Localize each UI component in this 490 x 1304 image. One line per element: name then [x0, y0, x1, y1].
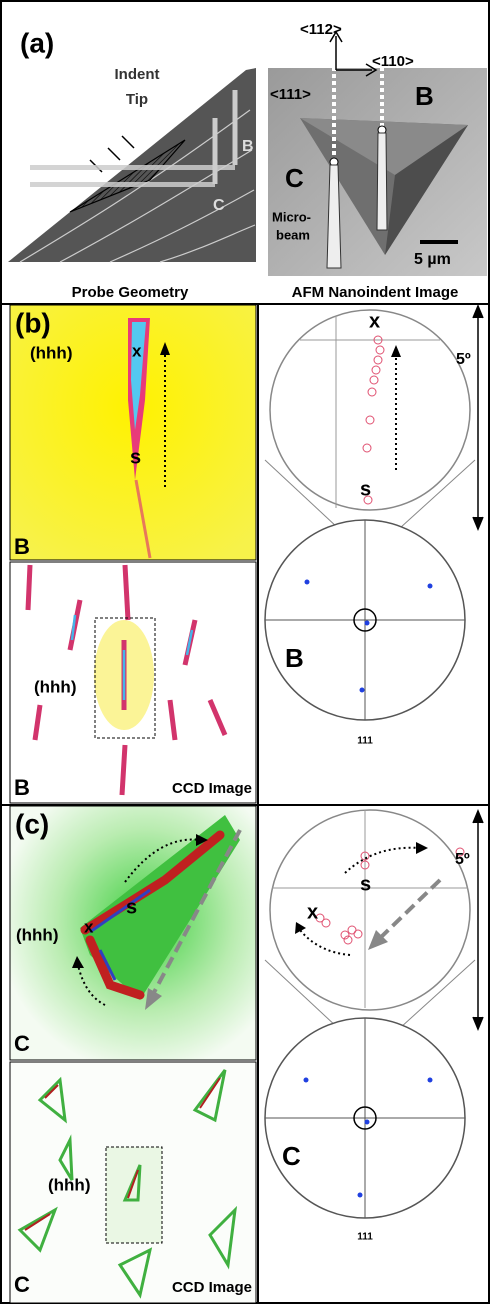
- peak-label: (hhh): [34, 677, 76, 696]
- microbeam-label: Micro-: [272, 209, 311, 224]
- ccd-image-shape: [106, 1147, 162, 1243]
- scale-label: 5 µm: [414, 251, 451, 268]
- caption: CCD Image: [172, 780, 252, 797]
- position-label: C: [282, 1141, 301, 1171]
- afm-image-shape: [327, 165, 341, 268]
- start-marker: x: [132, 341, 142, 360]
- ccd-image: [10, 1062, 256, 1303]
- direction-label: <111>: [270, 86, 311, 103]
- stereo-projection-shape: [358, 1193, 363, 1198]
- start-marker: x: [369, 310, 380, 332]
- probe-geometry-shape: [30, 165, 235, 170]
- stereo-projection-shape: [428, 1078, 433, 1083]
- stereo-projection: [265, 1018, 465, 1218]
- end-marker: s: [130, 446, 141, 468]
- indent-label: Indent: [115, 66, 160, 83]
- stereo-projection-shape: [365, 621, 370, 626]
- angle-label: 5º: [456, 351, 471, 368]
- position-label: B: [14, 534, 30, 559]
- tip-label: Tip: [126, 91, 148, 108]
- caption: AFM Nanoindent Image: [292, 284, 459, 301]
- peak-label: (hhh): [30, 343, 72, 362]
- figure: (a) Indent Tip B C Probe Geometry <112> …: [0, 0, 490, 1304]
- end-marker: s: [360, 873, 371, 895]
- end-marker: s: [360, 478, 371, 500]
- stereo-projection-shape: [428, 584, 433, 589]
- microbeam-label: beam: [276, 227, 310, 242]
- region-label: B: [415, 81, 434, 111]
- start-marker: x: [307, 901, 318, 923]
- peak-label: (hhh): [16, 925, 58, 944]
- stereo-projection-shape: [305, 580, 310, 585]
- stereo-projection-shape: [365, 1120, 370, 1125]
- panel-label: (a): [20, 27, 54, 58]
- beam-label: C: [213, 197, 225, 214]
- panel-label: (c): [15, 808, 49, 839]
- stereo-zoom-shape: [270, 810, 470, 1010]
- direction-label: <112>: [300, 21, 342, 38]
- region-label: C: [285, 163, 304, 193]
- panel-label: (b): [15, 307, 51, 338]
- caption: CCD Image: [172, 1279, 252, 1296]
- pole-label: 111: [357, 736, 373, 747]
- position-label: B: [285, 643, 304, 673]
- stereo-projection-shape: [360, 688, 365, 693]
- direction-label: <110>: [372, 53, 414, 70]
- stereo-projection-shape: [304, 1078, 309, 1083]
- position-label: C: [14, 1272, 30, 1297]
- afm-image-shape: [377, 133, 387, 230]
- caption: Probe Geometry: [72, 284, 189, 301]
- position-label: B: [14, 775, 30, 800]
- beam-label: B: [242, 138, 254, 155]
- start-marker: x: [84, 917, 94, 936]
- peak-label: (hhh): [48, 1175, 90, 1194]
- page: (a) Indent Tip B C Probe Geometry <112> …: [0, 0, 490, 1304]
- pole-label: 111: [357, 1232, 373, 1243]
- position-label: C: [14, 1031, 30, 1056]
- stereo-projection: [265, 520, 465, 720]
- end-marker: s: [126, 896, 137, 918]
- angle-label: 5º: [455, 851, 470, 868]
- probe-geometry-shape: [30, 182, 215, 187]
